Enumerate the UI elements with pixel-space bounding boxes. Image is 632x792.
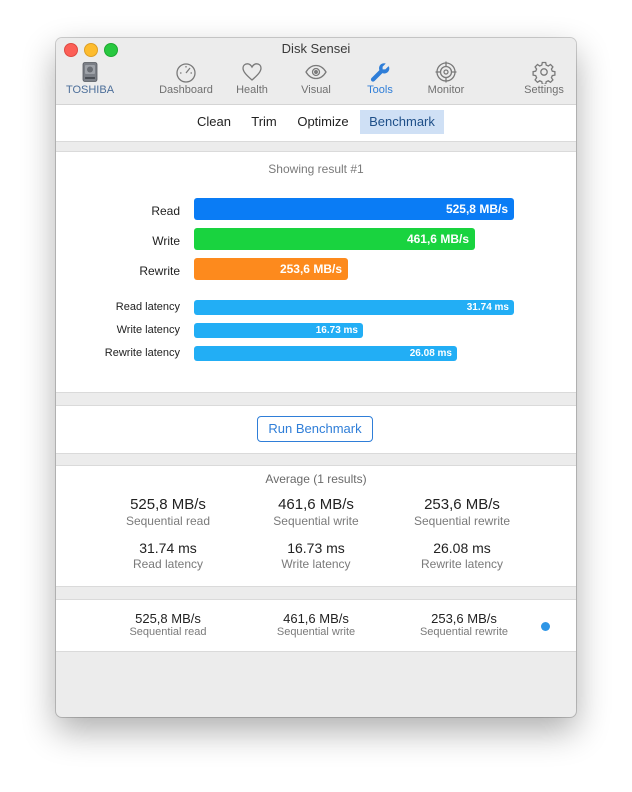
bar-label-write: Write xyxy=(152,234,180,248)
bar-label-rewrite: Rewrite xyxy=(139,264,180,278)
write-speed-bar: 461,6 MB/s xyxy=(194,228,475,250)
toolbar-label: Dashboard xyxy=(159,84,213,96)
history-sequential-rewrite: 253,6 MB/s Sequential rewrite xyxy=(404,611,524,638)
toolbar-settings[interactable]: Settings xyxy=(518,60,570,102)
avg-sequential-write: 461,6 MB/s Sequential write xyxy=(258,496,374,528)
eye-icon xyxy=(305,64,327,80)
toolbar-label: Tools xyxy=(367,84,393,96)
stat-caption: Rewrite latency xyxy=(420,557,504,571)
stat-value: 461,6 MB/s xyxy=(283,611,349,626)
read-latency-bar: 31.74 ms xyxy=(194,300,514,315)
disk-label: TOSHIBA xyxy=(65,84,115,96)
bar-label-write-latency: Write latency xyxy=(116,324,180,336)
average-title: Average (1 results) xyxy=(265,472,367,486)
stat-caption: Sequential read xyxy=(129,626,207,638)
bar-label-read: Read xyxy=(151,204,180,218)
bar-value: 253,6 MB/s xyxy=(279,262,342,276)
run-benchmark-button[interactable]: Run Benchmark xyxy=(257,416,373,442)
gauge-icon xyxy=(176,63,196,83)
toolbar-monitor[interactable]: Monitor xyxy=(418,60,474,102)
avg-read-latency: 31.74 ms Read latency xyxy=(110,540,226,571)
subtab-benchmark[interactable]: Benchmark xyxy=(360,110,444,134)
toolbar-tools[interactable]: Tools xyxy=(356,60,404,102)
stat-caption: Write latency xyxy=(281,557,351,571)
stat-caption: Sequential read xyxy=(125,514,211,528)
avg-sequential-rewrite: 253,6 MB/s Sequential rewrite xyxy=(408,496,516,528)
target-icon xyxy=(435,61,457,83)
rewrite-speed-bar: 253,6 MB/s xyxy=(194,258,348,280)
stat-caption: Sequential rewrite xyxy=(419,626,509,638)
stat-value: 525,8 MB/s xyxy=(135,611,201,626)
avg-rewrite-latency: 26.08 ms Rewrite latency xyxy=(404,540,520,571)
avg-sequential-read: 525,8 MB/s Sequential read xyxy=(110,496,226,528)
bar-value: 525,8 MB/s xyxy=(445,202,508,216)
subtab-clean[interactable]: Clean xyxy=(197,114,231,129)
stat-value: 253,6 MB/s xyxy=(431,611,497,626)
titlebar: Disk Sensei TOSHIBA Dashboard Health xyxy=(56,38,576,105)
close-window-button[interactable] xyxy=(64,43,78,57)
toolbar-label: Monitor xyxy=(427,84,465,96)
stat-value: 26.08 ms xyxy=(433,540,491,556)
subtab-optimize[interactable]: Optimize xyxy=(297,114,349,129)
stat-caption: Read latency xyxy=(132,557,204,571)
toolbar-health[interactable]: Health xyxy=(228,60,276,102)
bar-value: 26.08 ms xyxy=(409,348,452,359)
stat-value: 461,6 MB/s xyxy=(278,496,354,513)
minimize-window-button[interactable] xyxy=(84,43,98,57)
selected-result-dot xyxy=(541,622,550,631)
bar-value: 16.73 ms xyxy=(315,325,358,336)
read-speed-bar: 525,8 MB/s xyxy=(194,198,514,220)
toolbar-label: Visual xyxy=(301,84,331,96)
toolbar-dashboard[interactable]: Dashboard xyxy=(156,60,216,102)
zoom-window-button[interactable] xyxy=(104,43,118,57)
write-latency-bar: 16.73 ms xyxy=(194,323,363,338)
toolbar-visual[interactable]: Visual xyxy=(292,60,340,102)
hard-drive-icon xyxy=(82,62,98,82)
stat-value: 31.74 ms xyxy=(139,540,197,556)
stat-caption: Sequential rewrite xyxy=(413,514,511,528)
stat-caption: Sequential write xyxy=(276,626,356,638)
bar-label-read-latency: Read latency xyxy=(115,301,180,313)
average-panel: Average (1 results) 525,8 MB/s Sequentia… xyxy=(56,465,576,587)
history-sequential-write: 461,6 MB/s Sequential write xyxy=(258,611,374,638)
bar-label-rewrite-latency: Rewrite latency xyxy=(104,347,180,359)
rewrite-latency-bar: 26.08 ms xyxy=(194,346,457,361)
window-title: Disk Sensei xyxy=(281,41,351,56)
heart-icon xyxy=(242,63,262,81)
stat-value: 525,8 MB/s xyxy=(130,496,206,513)
stat-caption: Sequential write xyxy=(273,514,359,528)
history-sequential-read: 525,8 MB/s Sequential read xyxy=(110,611,226,638)
toolbar-label: Settings xyxy=(524,84,564,96)
result-title: Showing result #1 xyxy=(268,162,364,176)
benchmark-result-panel: Showing result #1 Read 525,8 MB/s Write … xyxy=(56,151,576,393)
run-panel: Run Benchmark xyxy=(56,405,576,454)
subtab-trim[interactable]: Trim xyxy=(251,114,277,129)
history-row[interactable]: 525,8 MB/s Sequential read 461,6 MB/s Se… xyxy=(56,599,576,652)
gear-icon xyxy=(532,61,556,84)
tools-subtab-bar: Clean Trim Optimize Benchmark xyxy=(56,105,576,142)
wrench-icon xyxy=(370,63,390,82)
toolbar-disk-selector[interactable]: TOSHIBA xyxy=(62,60,118,102)
bar-value: 31.74 ms xyxy=(466,302,509,313)
avg-write-latency: 16.73 ms Write latency xyxy=(258,540,374,571)
toolbar-label: Health xyxy=(236,84,268,96)
bar-value: 461,6 MB/s xyxy=(406,232,469,246)
stat-value: 16.73 ms xyxy=(287,540,345,556)
stat-value: 253,6 MB/s xyxy=(424,496,500,513)
app-window: Disk Sensei TOSHIBA Dashboard Health xyxy=(56,38,576,717)
